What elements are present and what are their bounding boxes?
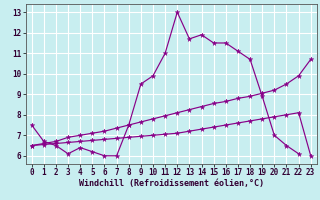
X-axis label: Windchill (Refroidissement éolien,°C): Windchill (Refroidissement éolien,°C) — [79, 179, 264, 188]
